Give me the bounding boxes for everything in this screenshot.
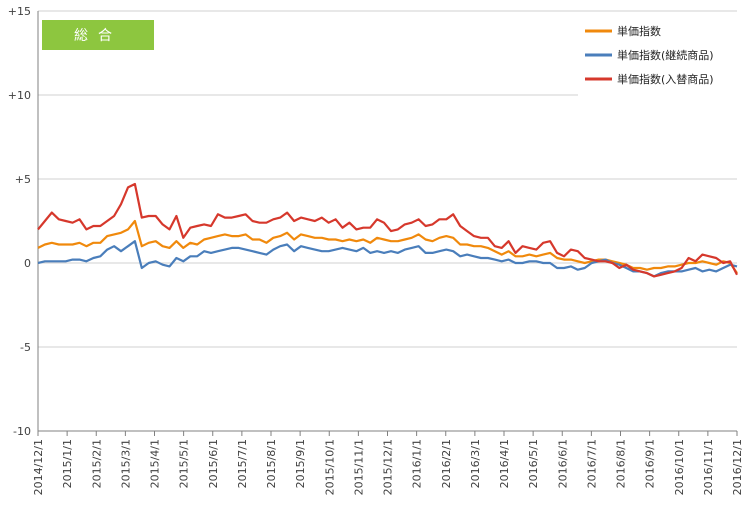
x-tick-label: 2016/5/1: [527, 439, 540, 488]
x-tick-label: 2016/6/1: [556, 439, 569, 488]
badge-label: 総合: [74, 28, 122, 44]
x-tick-label: 2015/10/1: [323, 439, 336, 495]
x-tick-label: 2015/9/1: [294, 439, 307, 488]
series-line-1: [37, 219, 738, 274]
y-tick-label: 0: [24, 257, 31, 270]
x-axis: 2014/12/1 2015/1/1 2015/2/1 2015/3/1 2015/4/…: [32, 431, 744, 495]
x-tick-label: 2016/7/1: [585, 439, 598, 488]
x-tick-label: 2015/1/1: [61, 439, 74, 488]
x-tick-label: 2015/12/1: [382, 439, 395, 495]
y-tick-label: +15: [8, 5, 31, 18]
x-tick-label: 2015/8/1: [265, 439, 278, 488]
badge-background: [42, 20, 154, 50]
x-tick-label: 2016/3/1: [469, 439, 482, 488]
y-tick-label: -10: [13, 425, 31, 438]
series-group: [37, 182, 738, 278]
series-line-3: [37, 182, 738, 278]
x-tick-label: 2016/9/1: [644, 439, 657, 488]
x-tick-label: 2015/5/1: [178, 439, 191, 488]
x-tick-label: 2015/3/1: [119, 439, 132, 488]
x-tick-label: 2016/8/1: [615, 439, 628, 488]
x-tick-label: 2016/11/1: [702, 439, 715, 495]
legend-label: 単価指数(継続商品): [617, 48, 714, 62]
x-tick-label: 2015/2/1: [90, 439, 103, 488]
x-tick-label: 2015/6/1: [207, 439, 220, 488]
x-tick-label: 2016/12/1: [731, 439, 744, 495]
x-tick-label: 2015/4/1: [149, 439, 162, 488]
x-tick-label: 2016/10/1: [673, 439, 686, 495]
series-line-2: [37, 240, 738, 278]
chart-badge: 総合: [42, 20, 154, 50]
y-tick-label: +5: [15, 173, 31, 186]
x-tick-label: 2016/1/1: [411, 439, 424, 488]
y-tick-label: +10: [8, 89, 31, 102]
x-tick-label: 2014/12/1: [32, 439, 45, 495]
x-tick-label: 2015/7/1: [236, 439, 249, 488]
x-tick-label: 2016/2/1: [440, 439, 453, 488]
x-tick-label: 2016/4/1: [498, 439, 511, 488]
legend-label: 単価指数(入替商品): [617, 72, 714, 86]
x-tick-label: 2015/11/1: [352, 439, 365, 495]
legend-label: 単価指数: [617, 24, 661, 38]
y-tick-label: -5: [20, 341, 31, 354]
